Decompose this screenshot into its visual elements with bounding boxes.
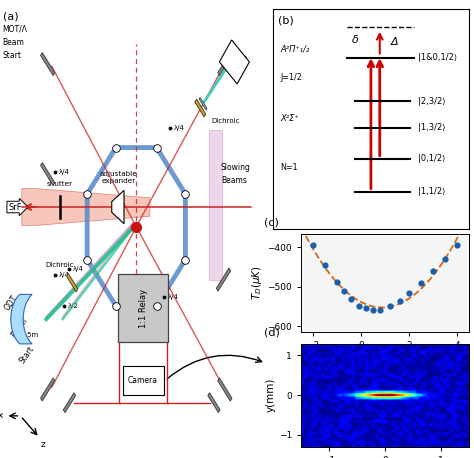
Polygon shape (66, 273, 78, 292)
Text: |1,1/2⟩: |1,1/2⟩ (418, 187, 446, 196)
Text: λ/4: λ/4 (59, 169, 70, 175)
Text: z: z (41, 440, 46, 449)
Text: λ/2: λ/2 (67, 303, 78, 309)
Text: λ/4: λ/4 (59, 272, 70, 278)
Text: Slowing: Slowing (221, 163, 251, 172)
Polygon shape (64, 393, 76, 413)
Text: δ: δ (352, 35, 359, 45)
Text: Dichroic: Dichroic (211, 119, 240, 125)
Text: λ/4: λ/4 (173, 125, 184, 131)
Text: SrF: SrF (8, 202, 22, 212)
Polygon shape (199, 98, 207, 110)
Text: x: x (0, 411, 3, 420)
Polygon shape (218, 378, 232, 401)
Text: shutter: shutter (47, 181, 73, 187)
Text: A²Π⁺₁/₂: A²Π⁺₁/₂ (281, 44, 310, 53)
Polygon shape (218, 53, 232, 76)
Polygon shape (41, 163, 55, 185)
Polygon shape (11, 294, 32, 344)
Text: (c): (c) (264, 218, 279, 228)
Text: expander: expander (101, 178, 136, 184)
Text: N=1: N=1 (281, 163, 298, 172)
Text: Beams: Beams (221, 176, 246, 185)
Polygon shape (219, 40, 249, 84)
Text: (a): (a) (3, 11, 18, 22)
Text: f=0.5m: f=0.5m (13, 332, 39, 338)
Text: λ/4: λ/4 (73, 266, 83, 272)
Text: λ/4: λ/4 (168, 294, 179, 300)
Text: J=1/2: J=1/2 (281, 73, 302, 82)
Text: adjustable: adjustable (100, 171, 137, 177)
Text: 1:1 Relay: 1:1 Relay (138, 289, 147, 328)
Polygon shape (22, 189, 150, 225)
Text: Start: Start (18, 344, 36, 365)
Text: (d): (d) (264, 327, 280, 337)
Polygon shape (41, 53, 55, 76)
Text: |1,3/2⟩: |1,3/2⟩ (418, 123, 446, 132)
Y-axis label: y(mm): y(mm) (266, 378, 276, 412)
Polygon shape (208, 393, 220, 413)
Y-axis label: $T_D(\mu K)$: $T_D(\mu K)$ (250, 266, 264, 300)
Text: Dump: Dump (226, 42, 249, 64)
Text: (b): (b) (278, 16, 294, 26)
Text: Dichroic: Dichroic (46, 262, 74, 268)
Text: X²Σ⁺: X²Σ⁺ (281, 114, 299, 124)
Text: ODT: ODT (3, 294, 19, 312)
Polygon shape (209, 130, 222, 279)
Polygon shape (216, 268, 231, 291)
Text: |0,1/2⟩: |0,1/2⟩ (418, 154, 446, 163)
Text: |1&0,1/2⟩: |1&0,1/2⟩ (418, 53, 457, 62)
Polygon shape (195, 99, 206, 117)
Text: Camera: Camera (128, 376, 158, 385)
X-axis label: z(mm): z(mm) (368, 353, 402, 363)
Polygon shape (41, 378, 55, 401)
Text: MOT/Λ: MOT/Λ (3, 25, 27, 33)
Text: |2,3/2⟩: |2,3/2⟩ (418, 97, 446, 106)
Text: Δ: Δ (391, 37, 398, 47)
Text: Start: Start (3, 51, 22, 60)
Polygon shape (112, 191, 124, 224)
Text: Beam: Beam (3, 38, 25, 47)
FancyBboxPatch shape (123, 366, 164, 395)
Text: Beam: Beam (9, 316, 29, 339)
FancyBboxPatch shape (118, 274, 168, 342)
